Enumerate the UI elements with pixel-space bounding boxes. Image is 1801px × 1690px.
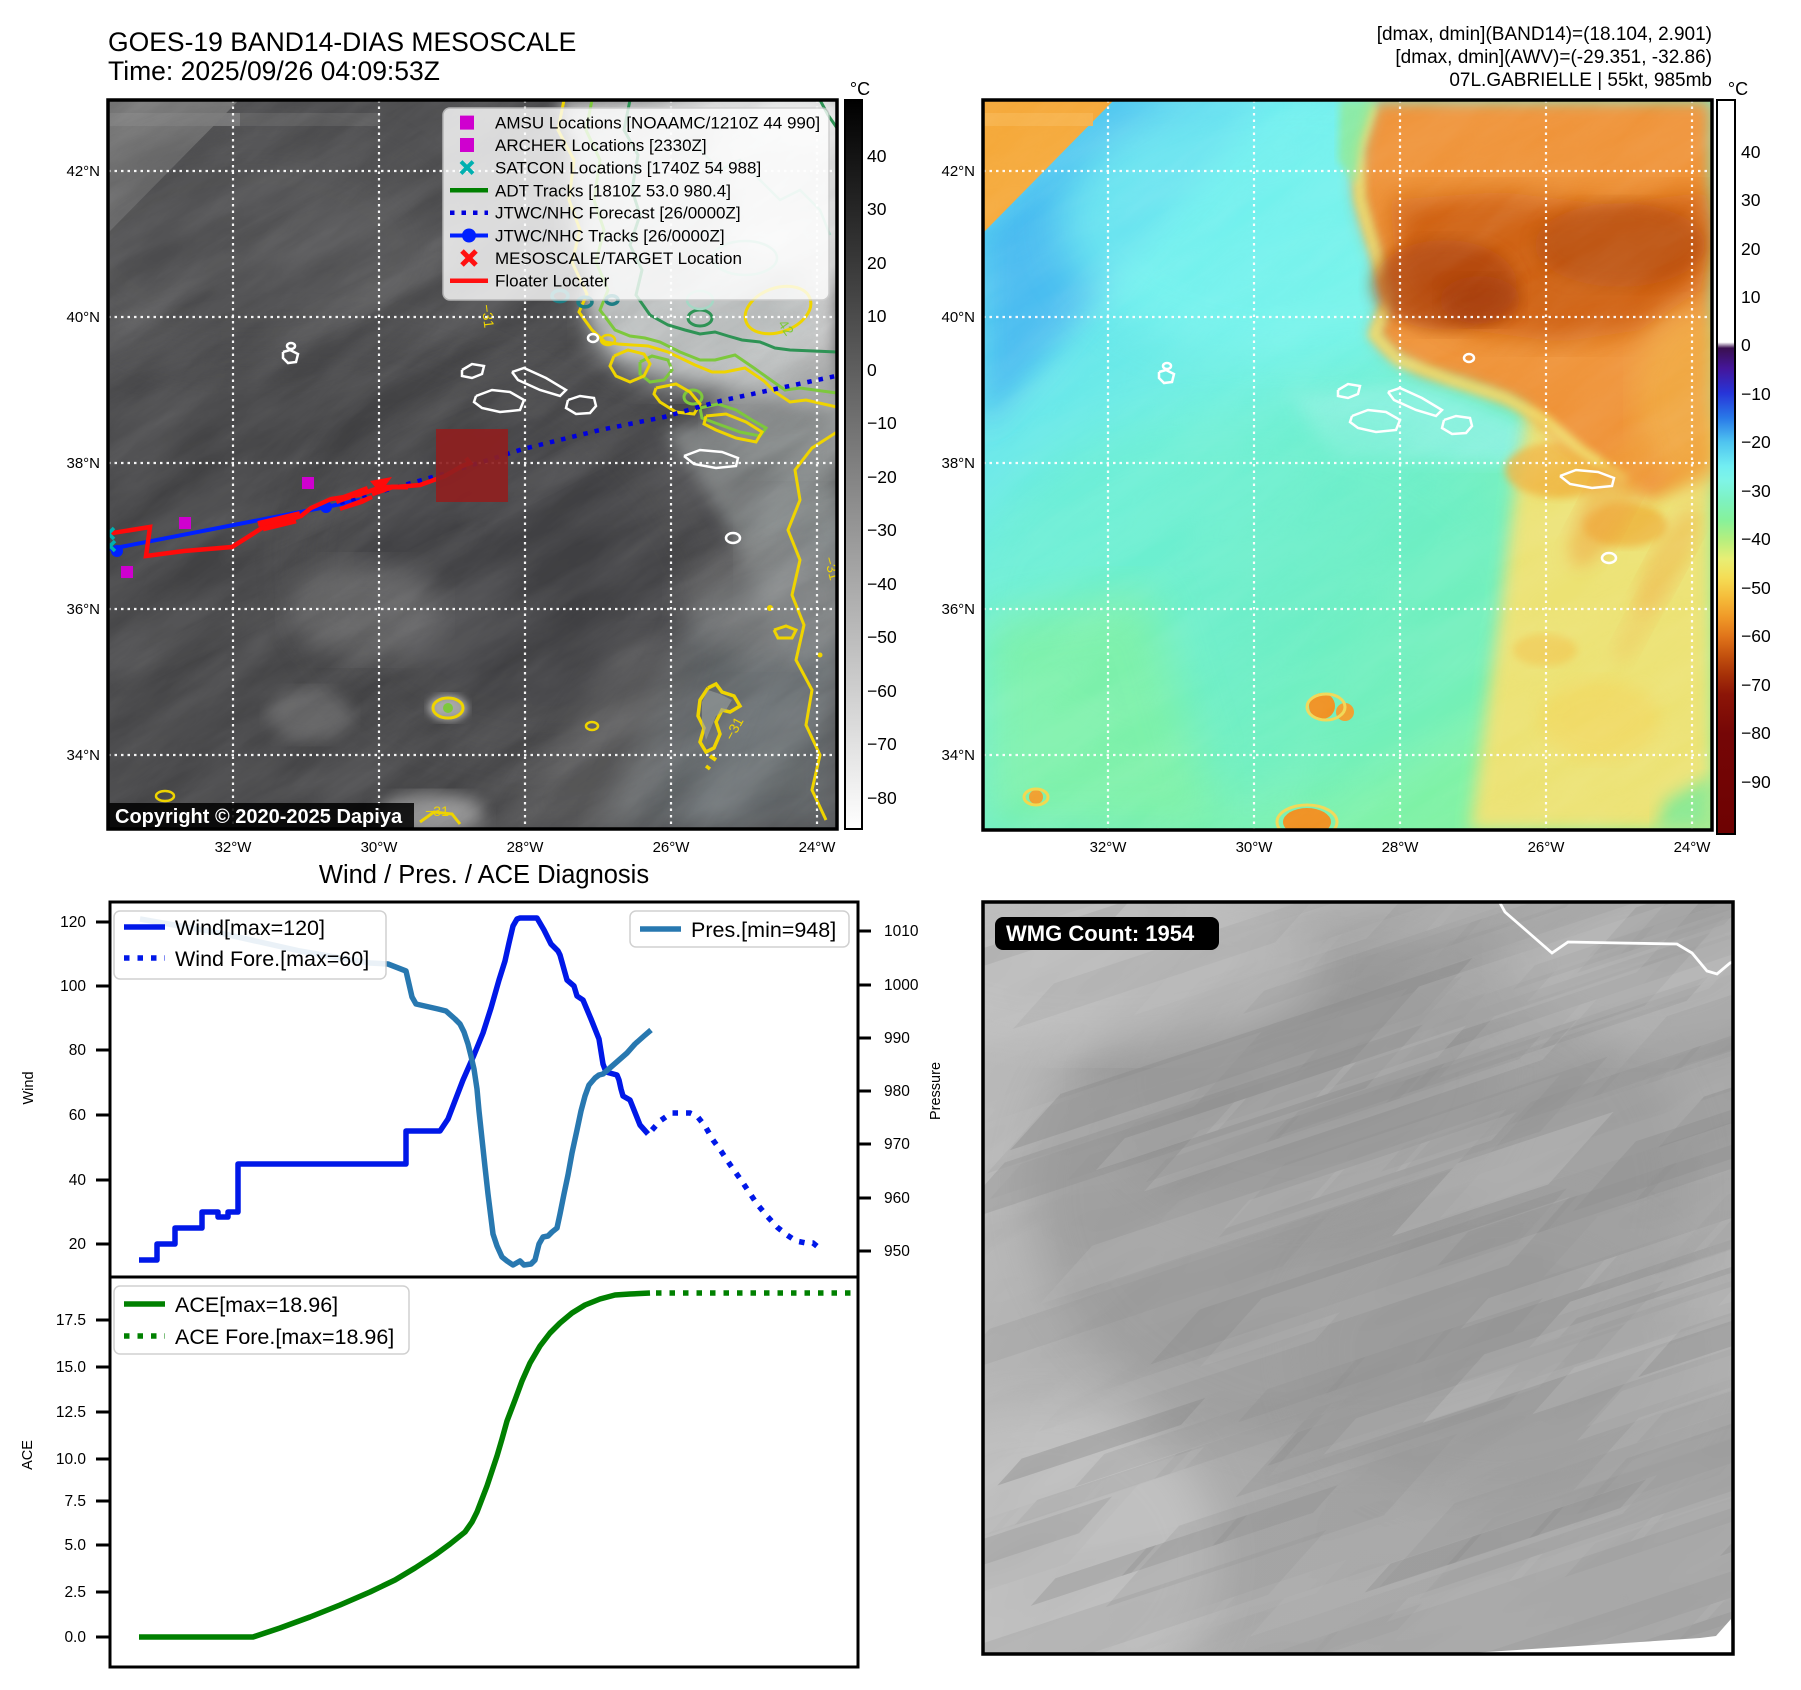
svg-text:−60: −60 <box>867 681 897 701</box>
svg-text:34°N: 34°N <box>66 747 100 764</box>
svg-text:ADT Tracks [1810Z 53.0 980.4]: ADT Tracks [1810Z 53.0 980.4] <box>495 181 731 200</box>
svg-text:Floater Locater: Floater Locater <box>495 272 610 291</box>
svg-text:40°N: 40°N <box>66 309 100 326</box>
svg-text:20: 20 <box>69 1236 87 1253</box>
svg-text:Wind[max=120]: Wind[max=120] <box>175 916 325 940</box>
svg-text:−50: −50 <box>867 627 897 647</box>
svg-text:1010: 1010 <box>884 923 919 940</box>
svg-text:[dmax, dmin](AWV)=(-29.351, -3: [dmax, dmin](AWV)=(-29.351, -32.86) <box>1395 47 1712 68</box>
svg-text:−40: −40 <box>1741 529 1771 549</box>
svg-text:24°W: 24°W <box>799 839 837 856</box>
svg-text:−31: −31 <box>425 803 449 819</box>
svg-text:ACE: ACE <box>20 1440 36 1470</box>
svg-text:WMG Count: 1954: WMG Count: 1954 <box>1006 921 1195 946</box>
svg-text:990: 990 <box>884 1030 910 1047</box>
svg-text:30°W: 30°W <box>361 839 399 856</box>
svg-text:0: 0 <box>867 360 877 380</box>
svg-text:Wind / Pres. / ACE Diagnosis: Wind / Pres. / ACE Diagnosis <box>319 861 649 889</box>
svg-text:−60: −60 <box>1741 626 1771 646</box>
svg-text:−40: −40 <box>867 574 897 594</box>
svg-text:38°N: 38°N <box>66 455 100 472</box>
svg-text:26°W: 26°W <box>653 839 691 856</box>
svg-text:−80: −80 <box>867 788 897 808</box>
svg-text:32°W: 32°W <box>215 839 253 856</box>
svg-text:60: 60 <box>69 1107 87 1124</box>
svg-text:−70: −70 <box>867 734 897 754</box>
svg-text:15.0: 15.0 <box>56 1359 87 1376</box>
svg-text:07L.GABRIELLE | 55kt, 985mb: 07L.GABRIELLE | 55kt, 985mb <box>1449 70 1712 91</box>
svg-text:JTWC/NHC Tracks [26/0000Z]: JTWC/NHC Tracks [26/0000Z] <box>495 227 725 246</box>
svg-text:°C: °C <box>850 79 870 99</box>
svg-text:−70: −70 <box>1741 675 1771 695</box>
svg-text:−50: −50 <box>1741 578 1771 598</box>
svg-text:−80: −80 <box>1741 723 1771 743</box>
svg-text:42°N: 42°N <box>941 163 975 180</box>
svg-text:SATCON Locations [1740Z 54 988: SATCON Locations [1740Z 54 988] <box>495 159 761 178</box>
svg-text:−30: −30 <box>867 520 897 540</box>
svg-text:Copyright © 2020-2025 Dapiya: Copyright © 2020-2025 Dapiya <box>115 806 403 828</box>
svg-text:−20: −20 <box>867 467 897 487</box>
svg-text:20: 20 <box>867 253 887 273</box>
svg-text:30: 30 <box>867 199 887 219</box>
svg-text:950: 950 <box>884 1243 910 1260</box>
svg-text:120: 120 <box>60 914 86 931</box>
svg-text:Wind Fore.[max=60]: Wind Fore.[max=60] <box>175 947 369 971</box>
svg-text:°C: °C <box>1728 79 1748 99</box>
svg-text:30°W: 30°W <box>1236 839 1274 856</box>
svg-text:0.0: 0.0 <box>64 1629 86 1646</box>
svg-text:−20: −20 <box>1741 432 1771 452</box>
svg-text:10: 10 <box>867 306 887 326</box>
svg-text:JTWC/NHC Forecast [26/0000Z]: JTWC/NHC Forecast [26/0000Z] <box>495 204 741 223</box>
svg-text:Wind: Wind <box>21 1071 37 1104</box>
svg-text:40: 40 <box>867 146 887 166</box>
svg-text:38°N: 38°N <box>941 455 975 472</box>
svg-text:20: 20 <box>1741 239 1761 259</box>
svg-text:1000: 1000 <box>884 977 919 994</box>
svg-text:24°W: 24°W <box>1674 839 1712 856</box>
svg-text:80: 80 <box>69 1042 87 1059</box>
svg-text:36°N: 36°N <box>66 601 100 618</box>
svg-text:100: 100 <box>60 978 86 995</box>
svg-text:42°N: 42°N <box>66 163 100 180</box>
svg-text:Pres.[min=948]: Pres.[min=948] <box>691 918 836 942</box>
svg-text:−10: −10 <box>1741 384 1771 404</box>
svg-text:7.5: 7.5 <box>64 1493 86 1510</box>
svg-text:970: 970 <box>884 1136 910 1153</box>
svg-text:30: 30 <box>1741 190 1761 210</box>
svg-text:40°N: 40°N <box>941 309 975 326</box>
svg-text:AMSU Locations [NOAAMC/1210Z 4: AMSU Locations [NOAAMC/1210Z 44 990] <box>495 114 820 133</box>
svg-text:40: 40 <box>69 1172 87 1189</box>
svg-text:40: 40 <box>1741 142 1761 162</box>
svg-text:36°N: 36°N <box>941 601 975 618</box>
svg-text:MESOSCALE/TARGET Location: MESOSCALE/TARGET Location <box>495 249 742 268</box>
svg-text:2.5: 2.5 <box>64 1584 86 1601</box>
svg-text:10.0: 10.0 <box>56 1451 87 1468</box>
svg-text:ACE[max=18.96]: ACE[max=18.96] <box>175 1293 338 1317</box>
svg-text:960: 960 <box>884 1190 910 1207</box>
svg-text:28°W: 28°W <box>1382 839 1420 856</box>
svg-text:10: 10 <box>1741 287 1761 307</box>
svg-text:34°N: 34°N <box>941 747 975 764</box>
svg-text:ACE Fore.[max=18.96]: ACE Fore.[max=18.96] <box>175 1325 394 1349</box>
svg-text:−30: −30 <box>1741 481 1771 501</box>
svg-text:26°W: 26°W <box>1528 839 1566 856</box>
svg-text:ARCHER Locations [2330Z]: ARCHER Locations [2330Z] <box>495 136 707 155</box>
svg-text:0: 0 <box>1741 335 1751 355</box>
svg-text:Pressure: Pressure <box>928 1062 944 1120</box>
svg-text:GOES-19 BAND14-DIAS MESOSCALE: GOES-19 BAND14-DIAS MESOSCALE <box>108 27 576 57</box>
svg-text:5.0: 5.0 <box>64 1537 86 1554</box>
svg-text:−10: −10 <box>867 413 897 433</box>
svg-text:Time: 2025/09/26 04:09:53Z: Time: 2025/09/26 04:09:53Z <box>108 56 440 86</box>
svg-text:−90: −90 <box>1741 772 1771 792</box>
svg-text:12.5: 12.5 <box>56 1404 86 1421</box>
svg-text:[dmax, dmin](BAND14)=(18.104,: [dmax, dmin](BAND14)=(18.104, 2.901) <box>1377 24 1712 45</box>
svg-text:32°W: 32°W <box>1090 839 1128 856</box>
svg-text:28°W: 28°W <box>507 839 545 856</box>
svg-text:17.5: 17.5 <box>56 1312 86 1329</box>
svg-text:−31: −31 <box>479 303 498 329</box>
svg-text:980: 980 <box>884 1083 910 1100</box>
